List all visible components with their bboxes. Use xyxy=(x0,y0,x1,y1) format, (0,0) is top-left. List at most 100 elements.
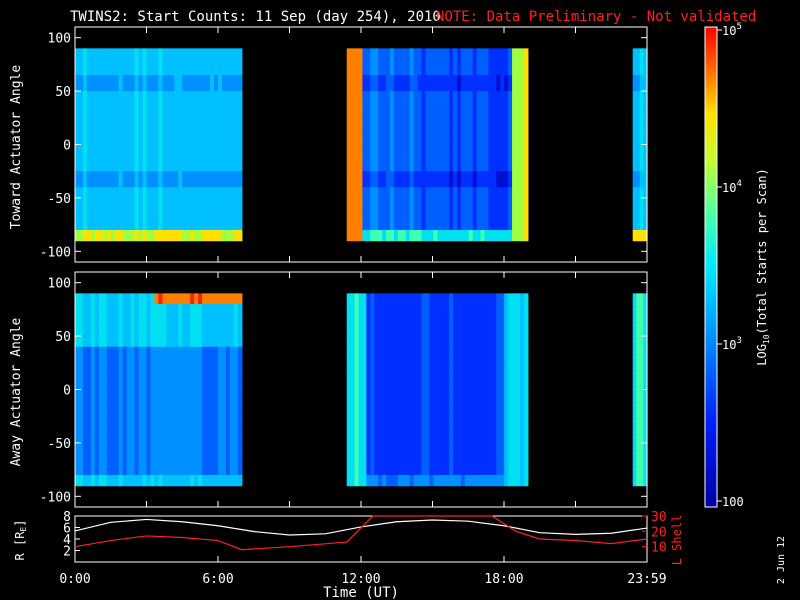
heatmap-cell xyxy=(118,368,124,375)
heatmap-cell xyxy=(75,325,80,332)
heatmap-cell xyxy=(221,181,227,188)
heatmap-cell xyxy=(118,426,124,433)
heatmap-cell xyxy=(350,85,356,92)
heatmap-cell xyxy=(174,160,179,167)
heatmap-cell xyxy=(350,133,356,140)
heatmap-cell xyxy=(190,219,195,226)
heatmap-cell xyxy=(154,426,160,433)
heatmap-cell xyxy=(146,442,152,449)
heatmap-cell xyxy=(118,352,124,359)
heatmap-cell xyxy=(519,85,525,92)
heatmap-cell xyxy=(146,139,152,146)
heatmap-cell xyxy=(82,298,88,305)
heatmap-cell xyxy=(98,219,104,226)
heatmap-cell xyxy=(636,64,641,71)
heatmap-cell xyxy=(523,155,529,162)
heatmap-cell xyxy=(441,64,446,71)
heatmap-cell xyxy=(86,80,92,87)
heatmap-cell xyxy=(130,437,136,444)
heatmap-cell xyxy=(198,400,203,407)
heatmap-cell xyxy=(405,85,411,92)
heatmap-cell xyxy=(350,144,356,151)
heatmap-cell xyxy=(194,298,199,305)
heatmap-cell xyxy=(82,373,88,380)
heatmap-cell xyxy=(421,85,427,92)
heatmap-cell xyxy=(214,80,219,87)
heatmap-cell xyxy=(158,85,163,92)
heatmap-cell xyxy=(130,464,136,471)
heatmap-cell xyxy=(229,389,235,396)
heatmap-cell xyxy=(206,80,211,87)
heatmap-cell xyxy=(382,80,387,87)
heatmap-cell xyxy=(202,448,207,455)
heatmap-cell xyxy=(456,144,462,151)
heatmap-cell xyxy=(82,421,88,428)
heatmap-cell xyxy=(82,293,88,300)
heatmap-cell xyxy=(98,469,104,476)
heatmap-cell xyxy=(102,453,108,460)
heatmap-cell xyxy=(170,469,175,476)
heatmap-cell xyxy=(78,480,84,487)
heatmap-cell xyxy=(449,64,454,71)
heatmap-cell xyxy=(512,235,517,242)
heatmap-cell xyxy=(146,144,152,151)
heatmap-cell xyxy=(516,224,521,231)
heatmap-cell xyxy=(218,432,223,439)
heatmap-cell xyxy=(86,203,92,210)
heatmap-cell xyxy=(456,80,462,87)
heatmap-cell xyxy=(166,437,171,444)
heatmap-cell xyxy=(358,75,364,82)
heatmap-cell xyxy=(126,91,132,98)
heatmap-cell xyxy=(194,59,199,65)
heatmap-cell xyxy=(225,117,231,124)
heatmap-cell xyxy=(194,53,199,60)
heatmap-cell xyxy=(476,224,482,231)
heatmap-cell xyxy=(229,59,235,65)
heatmap-cell xyxy=(154,405,160,412)
heatmap-cell xyxy=(146,171,152,178)
heatmap-cell xyxy=(182,416,187,423)
heatmap-cell xyxy=(190,160,195,167)
heatmap-cell xyxy=(210,69,215,76)
heatmap-cell xyxy=(186,213,191,220)
heatmap-cell xyxy=(186,133,191,140)
heatmap-cell xyxy=(174,480,179,487)
heatmap-cell xyxy=(198,448,203,455)
heatmap-cell xyxy=(214,128,219,135)
heatmap-cell xyxy=(218,213,223,220)
heatmap-cell xyxy=(221,59,227,65)
heatmap-cell xyxy=(504,107,509,114)
heatmap-cell xyxy=(114,176,120,183)
heatmap-cell xyxy=(519,107,525,114)
heatmap-cell xyxy=(170,352,175,359)
heatmap-cell xyxy=(186,341,191,348)
heatmap-cell xyxy=(186,192,191,199)
heatmap-cell xyxy=(496,53,501,60)
heatmap-cell xyxy=(75,357,80,364)
heatmap-cell xyxy=(146,416,152,423)
heatmap-cell xyxy=(82,309,88,316)
heatmap-cell xyxy=(370,48,375,55)
heatmap-cell xyxy=(174,389,179,396)
heatmap-cell xyxy=(134,373,140,380)
heatmap-cell xyxy=(210,464,215,471)
heatmap-cell xyxy=(106,165,112,172)
heatmap-cell xyxy=(178,80,183,87)
heatmap-cell xyxy=(225,181,231,188)
heatmap-cell xyxy=(433,69,438,76)
heatmap-cell xyxy=(146,426,152,433)
heatmap-cell xyxy=(174,229,179,236)
heatmap-cell xyxy=(150,469,156,476)
heatmap-cell xyxy=(126,357,132,364)
heatmap-cell xyxy=(166,442,171,449)
heatmap-cell xyxy=(350,480,356,487)
heatmap-cell xyxy=(378,69,383,76)
heatmap-cell xyxy=(202,192,207,199)
heatmap-cell xyxy=(78,123,84,130)
heatmap-cell xyxy=(512,144,517,151)
heatmap-cell xyxy=(146,112,152,119)
heatmap-cell xyxy=(170,320,175,327)
heatmap-cell xyxy=(170,298,175,305)
heatmap-cell xyxy=(496,155,501,162)
heatmap-cell xyxy=(158,480,163,487)
